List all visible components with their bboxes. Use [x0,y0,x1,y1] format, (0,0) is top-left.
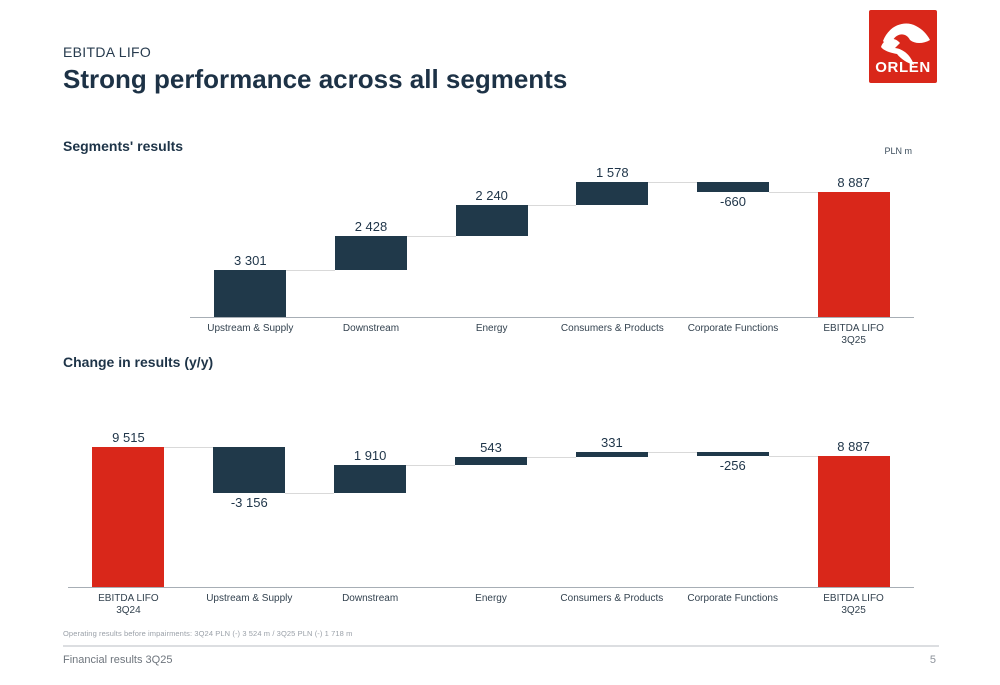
orlen-logo: ORLEN [869,10,937,83]
bar-category-label: Upstream & Supply [189,593,310,605]
x-axis-line [68,587,914,588]
bar-value-label: 3 301 [234,253,267,269]
connector-line [285,493,335,495]
connector-line [648,182,697,184]
connector-line [647,452,697,454]
category-label-line: Consumers & Products [560,323,664,334]
bar-value-label: 2 428 [354,219,388,235]
waterfall-bar [455,456,527,465]
waterfall-bar [697,182,769,192]
connector-line [164,446,214,448]
bar-category-label: Corporate Functions [672,593,793,605]
waterfall-bar [214,270,287,317]
bar-category-label: Downstream [311,323,432,335]
waterfall-bar [92,446,165,587]
bar-value-label: 543 [480,439,502,455]
section-heading-change-in-results: Change in results (y/y) [63,354,214,370]
category-label-line: 3Q25 [841,335,866,346]
bar-category-label: EBITDA LIFO 3Q25 [793,593,914,617]
bar-value-label: 1 578 [596,165,629,181]
waterfall-bar [817,191,890,317]
connector-line [406,464,455,466]
page-title: Strong performance across all segments [63,64,568,94]
bar-category-label: Consumers & Products [551,593,672,605]
category-label-line: EBITDA LIFO [823,323,884,334]
waterfall-bar [817,455,890,587]
page-number: 5 [929,654,936,666]
waterfall-bar [213,446,286,494]
category-label-line: EBITDA LIFO [98,593,159,604]
footnote: Operating results before impairments: 3Q… [63,629,353,638]
x-axis-line [190,317,914,318]
category-label-line: 3Q25 [841,605,866,616]
bar-value-label: 8 887 [837,174,870,190]
bar-value-label: -3 156 [230,495,268,511]
waterfall-bar [576,182,649,205]
waterfall-bar [335,236,407,271]
category-label-line: Consumers & Products [560,593,664,604]
bar-value-label: 8 887 [837,438,870,454]
footer-title: Financial results 3Q25 [63,654,173,666]
bar-category-label: Downstream [310,593,431,605]
category-label-line: Downstream [342,593,399,604]
category-label-line: Corporate Functions [687,593,778,604]
waterfall-bar [696,452,769,456]
category-label-line: Corporate Functions [687,323,779,334]
waterfall-bar [334,464,407,494]
bar-category-label: Energy [431,323,552,335]
bar-category-label: Consumers & Products [552,323,673,335]
unit-label: PLN m [884,146,912,156]
bar-value-label: 331 [600,435,623,451]
footer-divider [63,645,939,647]
bar-category-label: Energy [431,593,552,605]
connector-line [286,270,335,272]
bar-value-label: -256 [719,457,746,473]
connector-line [527,456,576,458]
waterfall-bar [455,204,528,237]
slide-eyebrow: EBITDA LIFO [63,44,152,60]
bar-value-label: 9 515 [112,429,145,445]
category-label-line: Upstream & Supply [207,323,294,334]
bar-value-label: 1 910 [353,447,387,463]
logo-wordmark: ORLEN [875,59,931,76]
category-label-line: Energy [475,323,508,334]
connector-line [407,236,456,238]
bar-category-label: EBITDA LIFO 3Q24 [68,593,189,617]
connector-line [768,455,818,457]
bar-value-label: -660 [719,193,747,209]
bar-category-label: Corporate Functions [673,323,794,335]
category-label-line: EBITDA LIFO [823,593,884,604]
bar-category-label: Upstream & Supply [190,323,311,335]
connector-line [769,191,818,193]
bar-value-label: 2 240 [475,187,508,203]
category-label-line: 3Q24 [116,605,141,616]
section-heading-segments-results: Segments' results [63,138,184,154]
eagle-icon [869,10,937,83]
category-label-line: Downstream [342,323,400,334]
category-label-line: Upstream & Supply [206,593,293,604]
connector-line [527,204,577,206]
bar-category-label: EBITDA LIFO 3Q25 [793,323,914,347]
waterfall-bar [575,452,648,457]
category-label-line: Energy [475,593,507,604]
